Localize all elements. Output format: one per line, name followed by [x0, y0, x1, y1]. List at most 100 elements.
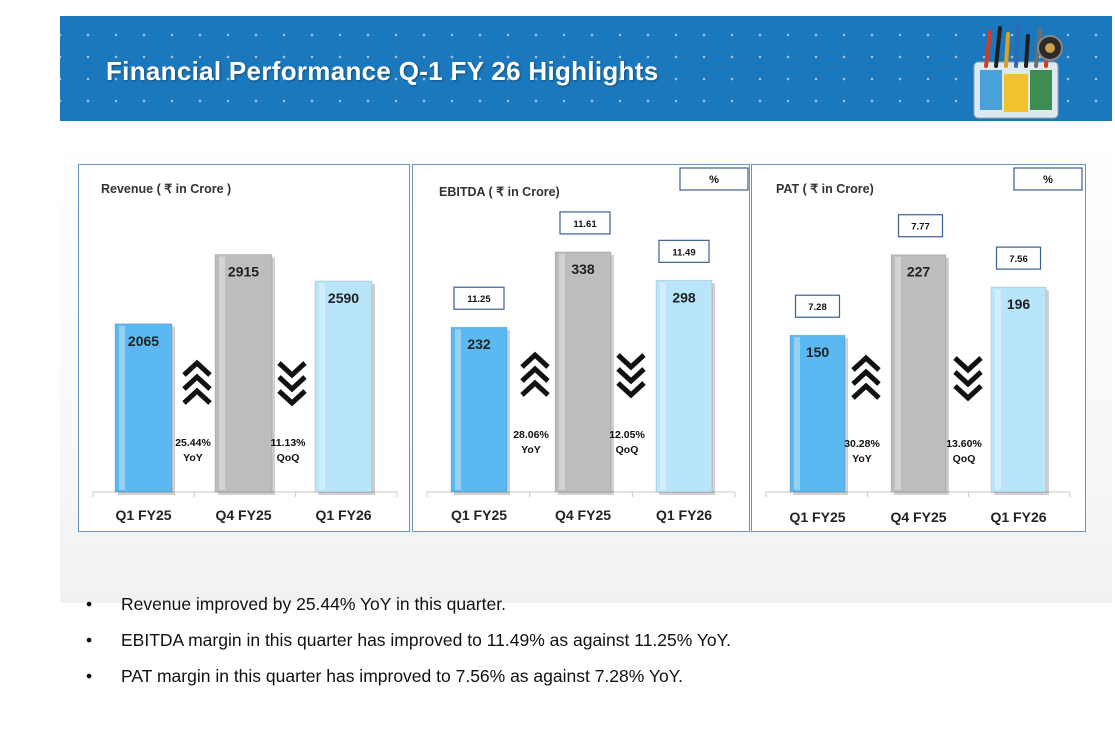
- x-tick-label: Q1 FY25: [115, 507, 171, 523]
- data-label: 227: [907, 264, 931, 280]
- growth-label: YoY: [521, 444, 541, 456]
- margin-value-label: 7.56: [1009, 254, 1028, 265]
- highlight-text: PAT margin in this quarter has improved …: [121, 666, 683, 686]
- margin-value-label: 11.61: [573, 219, 597, 230]
- chevron-mark: [616, 367, 646, 385]
- bullet-icon: •: [86, 630, 93, 650]
- chevron-mark: [277, 389, 307, 407]
- chevron-mark: [277, 375, 307, 393]
- data-label: 338: [571, 261, 595, 277]
- chevron-mark: [851, 368, 881, 386]
- chevron-mark: [520, 365, 550, 383]
- highlight-text: EBITDA margin in this quarter has improv…: [121, 630, 731, 650]
- bar-q1fy26: [655, 279, 713, 493]
- bar-highlight: [995, 289, 1001, 490]
- pat-chart-panel: PAT ( ₹ in Crore) 150 Q1 FY25 227 Q4 FY25 196…: [751, 164, 1086, 532]
- margin-header-box: [679, 167, 749, 191]
- margin-value-box: [559, 211, 611, 235]
- bar-q1fy26: [314, 280, 373, 493]
- margin-header-label: %: [709, 174, 719, 186]
- chevron-mark: [277, 361, 307, 379]
- bar-highlight: [660, 282, 666, 490]
- bar-highlight: [455, 329, 461, 490]
- data-label: 2915: [228, 264, 259, 280]
- bar-highlight: [559, 253, 565, 490]
- revenue-chart: Revenue ( ₹ in Crore ) 2065 Q1 FY25 2915 Q4 …: [92, 182, 398, 523]
- bar-q4fy25: [890, 254, 947, 493]
- x-tick-label: Q1 FY26: [656, 507, 712, 523]
- margin-value-label: 11.49: [672, 247, 695, 258]
- x-tick-label: Q1 FY26: [990, 509, 1046, 525]
- header-banner: Financial Performance Q-1 FY 26 Highligh…: [60, 16, 1112, 121]
- bar-highlight: [895, 256, 901, 490]
- chart-title: EBITDA ( ₹ in Crore): [439, 185, 560, 199]
- bar-highlight: [319, 282, 325, 490]
- chevron-mark: [520, 379, 550, 397]
- growth-percent: 25.44%: [175, 437, 211, 449]
- bar-q1fy25: [450, 326, 508, 493]
- bar-highlight: [119, 325, 125, 490]
- bar-highlight: [794, 337, 800, 490]
- up-chevrons-icon: [182, 359, 212, 405]
- down-chevrons-icon: [953, 356, 983, 402]
- chevron-mark: [851, 382, 881, 400]
- x-tick-label: Q4 FY25: [215, 507, 271, 523]
- revenue-chart-panel: Revenue ( ₹ in Crore ) 2065 Q1 FY25 2915 Q4 …: [78, 164, 410, 532]
- data-label: 150: [806, 344, 830, 360]
- growth-percent: 30.28%: [844, 438, 880, 450]
- margin-value-label: 7.77: [911, 222, 930, 233]
- margin-value-box: [658, 239, 710, 263]
- data-label: 2590: [328, 290, 359, 306]
- pat-chart: PAT ( ₹ in Crore) 150 Q1 FY25 227 Q4 FY25 196…: [765, 167, 1083, 525]
- bar-q1fy26: [990, 286, 1047, 493]
- bar-q1fy25: [789, 334, 846, 493]
- margin-header-label: %: [1043, 174, 1053, 186]
- margin-value-box: [897, 214, 944, 238]
- page-title: Financial Performance Q-1 FY 26 Highligh…: [106, 56, 659, 86]
- chevron-mark: [851, 354, 881, 372]
- margin-header-box: [1013, 167, 1083, 191]
- chevron-mark: [616, 353, 646, 371]
- chevron-mark: [953, 384, 983, 402]
- x-tick-label: Q1 FY25: [789, 509, 845, 525]
- bar-q1fy25: [114, 323, 173, 493]
- margin-value-box: [453, 286, 505, 310]
- bullet-icon: •: [86, 666, 93, 686]
- margin-value-box: [794, 294, 841, 318]
- margin-value-label: 7.28: [808, 302, 827, 313]
- growth-label: YoY: [183, 452, 203, 464]
- data-label: 2065: [128, 333, 159, 349]
- x-tick-label: Q4 FY25: [555, 507, 611, 523]
- chevron-mark: [182, 387, 212, 405]
- chevron-mark: [953, 356, 983, 374]
- growth-label: QoQ: [616, 444, 639, 456]
- growth-label: YoY: [852, 453, 872, 465]
- growth-label: QoQ: [277, 452, 300, 464]
- up-chevrons-icon: [851, 354, 881, 400]
- ebitda-chart-panel: EBITDA ( ₹ in Crore) 232 Q1 FY25 338 Q4 FY25…: [412, 164, 750, 532]
- bar-q4fy25: [554, 251, 612, 493]
- margin-value-label: 11.25: [467, 294, 491, 305]
- margin-value-box: [995, 246, 1042, 270]
- down-chevrons-icon: [277, 361, 307, 407]
- cables-product-logo-icon: [973, 24, 1063, 119]
- growth-percent: 28.06%: [513, 429, 549, 441]
- chevron-mark: [616, 381, 646, 399]
- chevron-mark: [182, 373, 212, 391]
- growth-percent: 11.13%: [270, 437, 306, 449]
- chevron-mark: [182, 359, 212, 377]
- up-chevrons-icon: [520, 351, 550, 397]
- chevron-mark: [520, 351, 550, 369]
- growth-label: QoQ: [953, 453, 976, 465]
- growth-percent: 12.05%: [609, 429, 645, 441]
- growth-percent: 13.60%: [946, 438, 982, 450]
- chart-title: PAT ( ₹ in Crore): [776, 182, 874, 196]
- bar-highlight: [219, 256, 225, 490]
- bullet-icon: •: [86, 594, 93, 614]
- data-label: 196: [1007, 296, 1031, 312]
- chart-title: Revenue ( ₹ in Crore ): [101, 182, 231, 196]
- down-chevrons-icon: [616, 353, 646, 399]
- chevron-mark: [953, 370, 983, 388]
- x-tick-label: Q4 FY25: [890, 509, 946, 525]
- x-tick-label: Q1 FY25: [451, 507, 507, 523]
